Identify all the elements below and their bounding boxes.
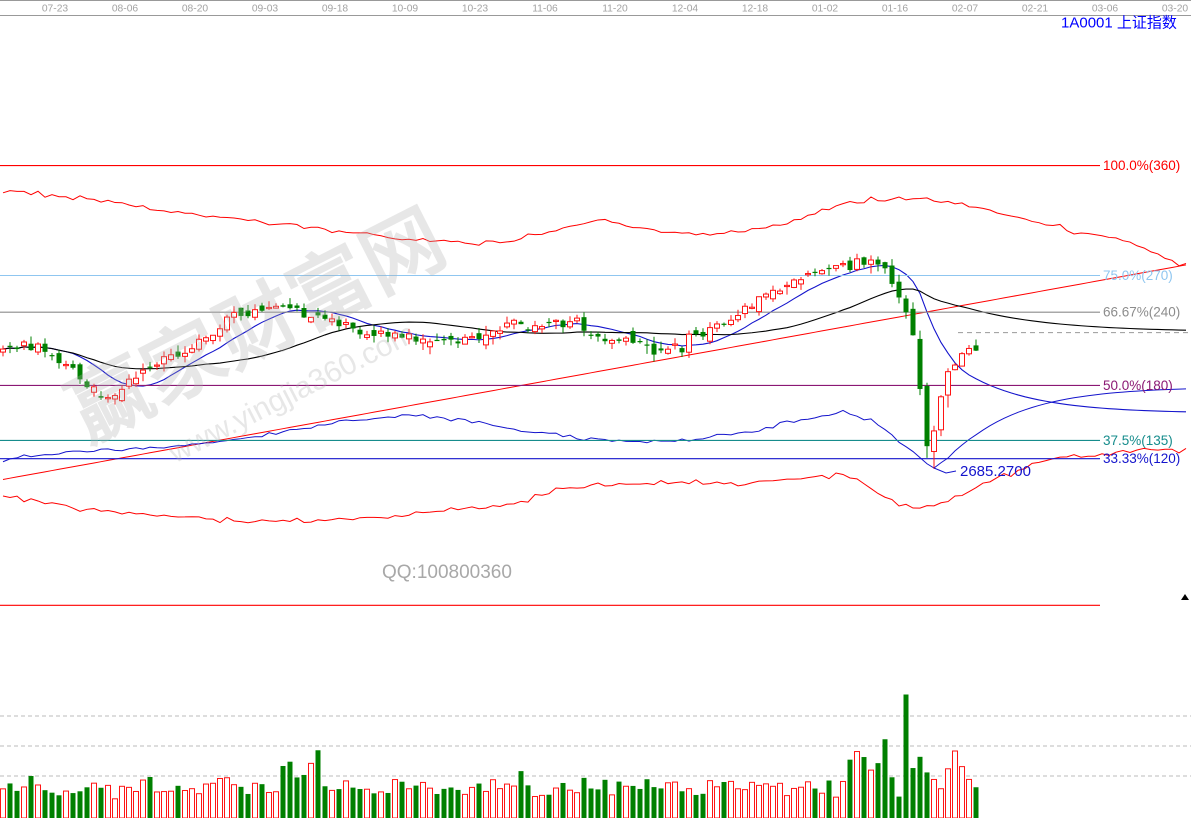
svg-text:07-23: 07-23: [42, 3, 69, 14]
svg-text:02-21: 02-21: [1022, 3, 1049, 14]
svg-text:02-07: 02-07: [952, 3, 979, 14]
svg-text:QQ:100800360: QQ:100800360: [382, 562, 512, 583]
svg-text:01-02: 01-02: [812, 3, 839, 14]
svg-text:10-23: 10-23: [462, 3, 489, 14]
svg-text:10-09: 10-09: [392, 3, 419, 14]
svg-text:09-03: 09-03: [252, 3, 279, 14]
svg-text:11-20: 11-20: [602, 3, 628, 14]
svg-text:09-18: 09-18: [322, 3, 349, 14]
svg-text:12-18: 12-18: [742, 3, 769, 14]
svg-text:75.0%(270): 75.0%(270): [1103, 268, 1173, 283]
svg-text:08-20: 08-20: [182, 3, 209, 14]
svg-text:01-16: 01-16: [882, 3, 909, 14]
svg-text:08-06: 08-06: [112, 3, 139, 14]
svg-text:2685.2700: 2685.2700: [960, 463, 1031, 480]
svg-text:37.5%(135): 37.5%(135): [1103, 433, 1173, 448]
svg-text:03-06: 03-06: [1092, 3, 1119, 14]
svg-text:100.0%(360): 100.0%(360): [1103, 158, 1180, 173]
svg-text:12-04: 12-04: [672, 3, 699, 14]
svg-text:03-20: 03-20: [1162, 3, 1189, 14]
svg-text:1A0001 上证指数: 1A0001 上证指数: [1061, 15, 1177, 32]
svg-text:11-06: 11-06: [532, 3, 558, 14]
svg-text:50.0%(180): 50.0%(180): [1103, 378, 1173, 393]
svg-text:66.67%(240): 66.67%(240): [1103, 305, 1180, 320]
svg-text:33.33%(120): 33.33%(120): [1103, 451, 1180, 466]
